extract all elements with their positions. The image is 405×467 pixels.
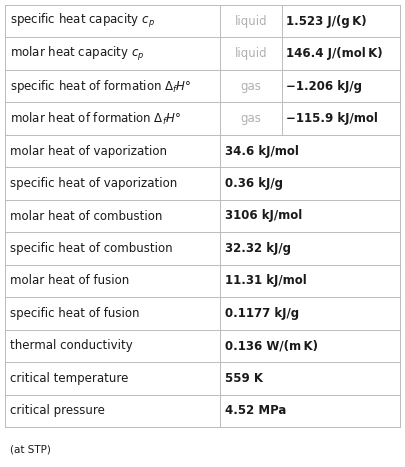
Text: 0.36 kJ/g: 0.36 kJ/g bbox=[225, 177, 283, 190]
Text: specific heat of fusion: specific heat of fusion bbox=[10, 307, 139, 320]
Text: specific heat of combustion: specific heat of combustion bbox=[10, 242, 173, 255]
Text: specific heat of vaporization: specific heat of vaporization bbox=[10, 177, 177, 190]
Text: 34.6 kJ/mol: 34.6 kJ/mol bbox=[225, 145, 299, 157]
Text: 11.31 kJ/mol: 11.31 kJ/mol bbox=[225, 275, 307, 287]
Text: molar heat of formation $\Delta_f H\degree$: molar heat of formation $\Delta_f H\degr… bbox=[10, 111, 181, 127]
Text: 0.1177 kJ/g: 0.1177 kJ/g bbox=[225, 307, 299, 320]
Text: critical temperature: critical temperature bbox=[10, 372, 128, 385]
Text: −1.206 kJ/g: −1.206 kJ/g bbox=[286, 80, 362, 92]
Text: gas: gas bbox=[241, 80, 261, 92]
Text: liquid: liquid bbox=[234, 15, 267, 28]
Text: critical pressure: critical pressure bbox=[10, 404, 105, 417]
Text: molar heat capacity $c_p$: molar heat capacity $c_p$ bbox=[10, 45, 145, 63]
Text: specific heat of formation $\Delta_f H\degree$: specific heat of formation $\Delta_f H\d… bbox=[10, 78, 192, 95]
Text: gas: gas bbox=[241, 112, 261, 125]
Text: specific heat capacity $c_p$: specific heat capacity $c_p$ bbox=[10, 12, 155, 30]
Text: 1.523 J/(g K): 1.523 J/(g K) bbox=[286, 15, 367, 28]
Text: molar heat of fusion: molar heat of fusion bbox=[10, 275, 129, 287]
Text: molar heat of combustion: molar heat of combustion bbox=[10, 210, 162, 222]
Text: molar heat of vaporization: molar heat of vaporization bbox=[10, 145, 167, 157]
Text: 559 K: 559 K bbox=[225, 372, 263, 385]
Text: thermal conductivity: thermal conductivity bbox=[10, 340, 133, 352]
Text: liquid: liquid bbox=[234, 47, 267, 60]
Text: 146.4 J/(mol K): 146.4 J/(mol K) bbox=[286, 47, 383, 60]
Text: (at STP): (at STP) bbox=[10, 445, 51, 455]
Text: 3106 kJ/mol: 3106 kJ/mol bbox=[225, 210, 303, 222]
Text: 0.136 W/(m K): 0.136 W/(m K) bbox=[225, 340, 318, 352]
Text: −115.9 kJ/mol: −115.9 kJ/mol bbox=[286, 112, 378, 125]
Text: 4.52 MPa: 4.52 MPa bbox=[225, 404, 287, 417]
Text: 32.32 kJ/g: 32.32 kJ/g bbox=[225, 242, 291, 255]
